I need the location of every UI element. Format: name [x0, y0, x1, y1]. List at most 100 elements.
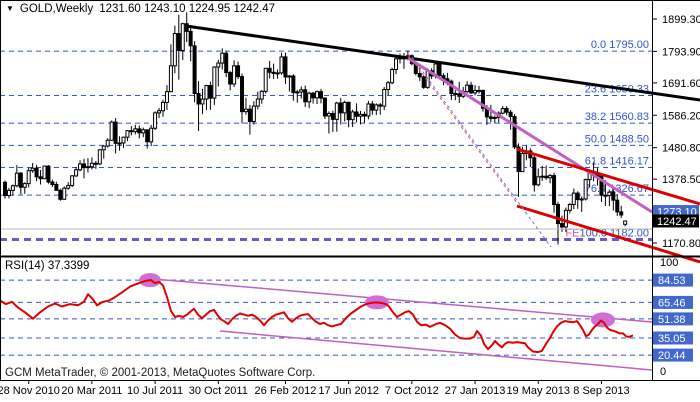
candle-body [291, 75, 296, 94]
time-tick-label: 26 Feb 2012 [255, 385, 317, 397]
time-tick-label: 28 Nov 2010 [0, 385, 60, 397]
candle-body [571, 192, 576, 206]
rsi-indicator-label: RSI(14) 37.3399 [5, 260, 90, 272]
red-channel-upper[interactable] [516, 147, 700, 206]
time-tick-label: 8 Sep 2013 [573, 385, 629, 397]
rsi-level-label-bg [653, 295, 693, 309]
candle-body [157, 110, 162, 114]
candle-body [176, 33, 181, 51]
candle-body [30, 167, 35, 172]
candle-body [338, 102, 343, 114]
candle-body [319, 91, 323, 99]
candle-body [492, 116, 497, 119]
candle-body [240, 76, 244, 113]
candle-body [567, 204, 572, 211]
fib-level-label: 38.2 1560.83 [585, 111, 649, 123]
candle-body [603, 194, 608, 197]
price-tick-label: 1170.80 [662, 238, 700, 250]
candle-body [251, 105, 256, 122]
downtrend-line[interactable] [185, 24, 700, 102]
symbol-dropdown-icon[interactable]: ▼ [6, 4, 14, 13]
overlays [0, 24, 700, 264]
rsi-level-label-bg [653, 273, 693, 287]
candle-body [101, 145, 106, 151]
time-tick-label: 27 Jan 2013 [445, 385, 506, 397]
candle-body [267, 67, 272, 73]
candle-body [38, 176, 43, 180]
fib-level-label: 50.0 1488.50 [585, 133, 649, 145]
candle-body [133, 128, 138, 133]
candle-body [97, 149, 102, 165]
rsi-level-label: 65.46 [658, 297, 686, 309]
candle-body [607, 191, 612, 197]
candle-body [315, 91, 320, 99]
candle-body [224, 52, 229, 74]
candle-body [508, 111, 513, 118]
candle-body [358, 113, 363, 117]
candle-body [149, 127, 154, 143]
candle-body [275, 72, 280, 75]
candle-body [303, 89, 308, 103]
candle-body [3, 181, 7, 197]
candle-body [322, 97, 327, 117]
candle-body [243, 108, 248, 113]
candle-body [382, 89, 387, 107]
candle-body [504, 108, 509, 113]
candle-body [10, 185, 15, 191]
candle-body [473, 89, 478, 94]
rsi-lower-channel[interactable] [219, 330, 653, 371]
candle-body [394, 58, 399, 71]
candle-body [283, 56, 288, 78]
candle-body [14, 172, 19, 187]
time-tick-label: 20 Mar 2011 [61, 385, 122, 397]
candle-body [180, 23, 185, 51]
candle-body [480, 89, 485, 109]
candle-body [583, 179, 588, 200]
candle-body [113, 121, 118, 144]
rsi-peak-ellipse[interactable] [591, 312, 615, 328]
candle-body [488, 116, 493, 119]
red-channel-lower[interactable] [516, 204, 700, 264]
candle-body [346, 101, 351, 121]
candle-body [437, 63, 442, 77]
fib-anchor-dashed-red[interactable] [407, 53, 518, 204]
candle-body [50, 181, 55, 186]
rsi-upper-channel[interactable] [147, 277, 653, 323]
rsi-level-label: 51.38 [658, 314, 686, 326]
candle-body [378, 104, 383, 107]
price-tick-label: 1899.30 [662, 14, 700, 26]
candle-body [204, 85, 209, 100]
candle-body [54, 184, 59, 191]
candle-body [350, 111, 355, 121]
candle-body [161, 101, 165, 112]
rsi-level-label-bg [653, 348, 693, 362]
fib-level-label: 0.0 1795.00 [591, 39, 649, 51]
candle-body [374, 104, 379, 111]
price-tick-label: 1378.50 [662, 174, 700, 186]
candle-body [579, 198, 584, 201]
candle-body [109, 121, 114, 141]
candle-body [500, 108, 505, 114]
candle-body [164, 91, 169, 103]
rsi-line [0, 279, 634, 354]
rsi-level-label: 84.53 [658, 275, 686, 287]
candle-body [457, 93, 462, 97]
candle-body [141, 129, 146, 134]
rsi-level-label-bg [653, 331, 693, 345]
candle-body [295, 91, 300, 94]
time-tick-label: 7 Oct 2012 [385, 385, 439, 397]
candle-body [552, 175, 557, 206]
magenta-trendline[interactable] [407, 56, 653, 214]
candle-body [121, 136, 126, 144]
candle-body [46, 165, 51, 183]
candle-body [263, 67, 268, 92]
candle-body [307, 92, 312, 103]
candle-body [311, 92, 316, 99]
candle-body [599, 175, 604, 196]
candle-body [540, 175, 545, 178]
candle-body [615, 199, 620, 213]
candle-body [74, 169, 79, 177]
